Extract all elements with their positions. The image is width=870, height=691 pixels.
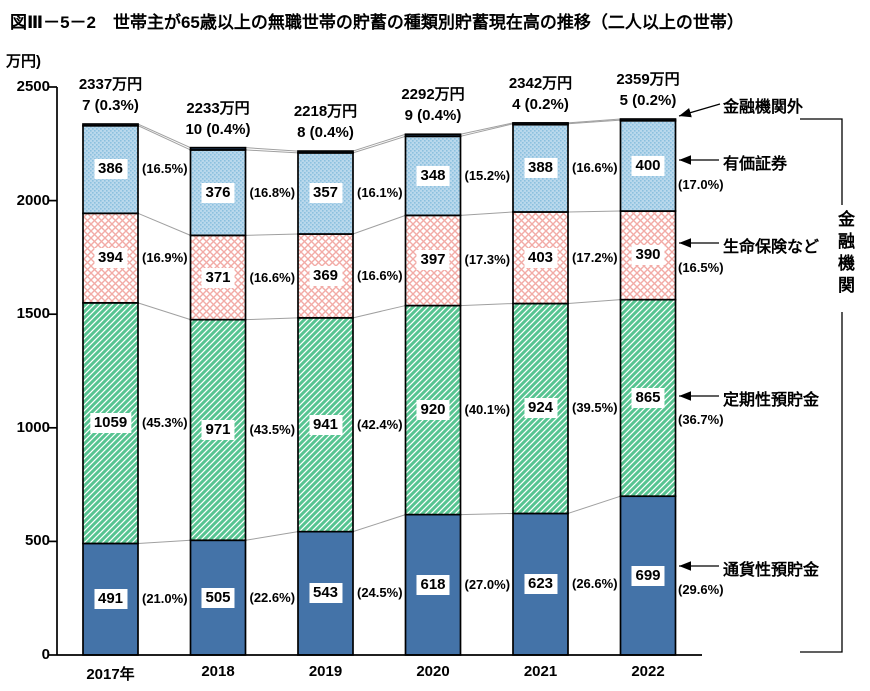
x-axis-label: 2022 <box>631 663 665 680</box>
segment-value-label: 920 <box>416 400 450 421</box>
total-amount-label: 2233万円 <box>186 99 250 117</box>
bar-segment <box>404 133 462 138</box>
bar-total-label: 2292万円 9 (0.4%) <box>368 84 498 126</box>
y-axis-tick-label: 1500 <box>16 305 50 323</box>
segment-percent-label: (17.0%) <box>678 177 724 192</box>
segment-percent-label: (15.2%) <box>464 167 511 183</box>
bar-total-label: 2218万円 8 (0.4%) <box>261 101 391 143</box>
axis <box>49 86 702 656</box>
segment-value-label: 386 <box>93 159 128 180</box>
segment-percent-label: (27.0%) <box>464 576 511 592</box>
bar-segment <box>189 146 247 151</box>
y-axis-tick-label: 1000 <box>16 418 50 436</box>
legend-arrows <box>678 103 721 571</box>
connector-lines <box>137 118 621 544</box>
segment-percent-label: (16.5%) <box>678 260 724 275</box>
segment-percent-label: (16.6%) <box>357 267 403 283</box>
segment-value-label: 390 <box>631 245 665 266</box>
x-axis-label: 2020 <box>416 663 450 680</box>
segment-value-label: 403 <box>523 247 558 268</box>
segment-percent-label: (22.6%) <box>249 589 296 605</box>
bracket-label: 金融機関 <box>835 210 854 298</box>
total-amount-label: 2342万円 <box>508 74 573 92</box>
cap-value-annotation: 10 (0.4%) <box>185 120 251 138</box>
segment-percent-label: (24.5%) <box>357 585 403 601</box>
segment-percent-label: (26.6%) <box>572 576 618 592</box>
segment-percent-label: (16.8%) <box>249 184 296 200</box>
segment-percent-label: (43.5%) <box>249 421 296 437</box>
cap-value-annotation: 5 (0.2%) <box>619 92 677 110</box>
segment-value-label: 623 <box>523 574 558 595</box>
bar-total-label: 2359万円 5 (0.2%) <box>583 69 713 111</box>
cap-value-annotation: 7 (0.3%) <box>82 97 139 115</box>
segment-value-label: 865 <box>631 387 665 408</box>
segment-percent-label: (16.6%) <box>572 159 618 175</box>
segment-value-label: 924 <box>523 398 558 419</box>
segment-percent-label: (39.5%) <box>572 400 618 416</box>
bar-segment <box>297 150 354 154</box>
cap-value-annotation: 4 (0.2%) <box>512 95 569 113</box>
bar-segment <box>619 118 677 122</box>
cap-value-annotation: 9 (0.4%) <box>404 107 462 125</box>
chart-title: 図Ⅲ－5－2 世帯主が65歳以上の無職世帯の貯蓄の種類別貯蓄現在高の推移（二人以… <box>10 13 744 32</box>
legend-label-category: 定期性預貯金 <box>723 392 820 409</box>
y-axis-tick-label: 2500 <box>16 78 50 95</box>
segment-percent-label: (21.0%) <box>142 591 188 607</box>
legend-label-category: 通貨性預貯金 <box>723 562 820 579</box>
legend-label-outside: 金融機関外 <box>723 99 804 116</box>
segment-percent-label: (29.6%) <box>678 582 724 597</box>
segment-percent-label: (45.3%) <box>142 415 188 431</box>
segment-value-label: 397 <box>416 250 450 271</box>
total-amount-label: 2218万円 <box>293 103 358 121</box>
bar-segment <box>82 123 139 127</box>
segment-value-label: 388 <box>523 157 558 178</box>
segment-value-label: 1059 <box>89 413 132 434</box>
segment-percent-label: (16.1%) <box>357 185 403 201</box>
segment-value-label: 348 <box>416 165 450 186</box>
segment-value-label: 699 <box>631 565 665 586</box>
segment-percent-label: (36.7%) <box>678 412 724 427</box>
cap-value-annotation: 8 (0.4%) <box>297 124 354 142</box>
bar-total-label: 2233万円 10 (0.4%) <box>153 98 283 140</box>
segment-percent-label: (17.2%) <box>572 249 618 265</box>
segment-value-label: 618 <box>416 574 450 595</box>
segment-percent-label: (40.1%) <box>464 402 511 418</box>
x-axis-label: 2019 <box>308 663 343 680</box>
total-amount-label: 2292万円 <box>401 86 465 104</box>
segment-value-label: 357 <box>308 183 343 204</box>
segment-value-label: 371 <box>201 267 235 288</box>
x-axis-label: 2018 <box>201 663 235 680</box>
bar-total-label: 2337万円 7 (0.3%) <box>46 74 176 116</box>
segment-value-label: 543 <box>308 583 343 604</box>
total-amount-label: 2337万円 <box>78 76 143 94</box>
segment-value-label: 971 <box>201 419 235 440</box>
y-axis-tick-label: 2000 <box>16 191 50 209</box>
bar-segment <box>189 539 247 656</box>
x-axis-label: 2021 <box>523 663 558 680</box>
segment-value-label: 505 <box>201 587 235 608</box>
segment-value-label: 491 <box>93 589 128 610</box>
x-axis-label: 2017年 <box>86 666 135 683</box>
segment-percent-label: (16.6%) <box>249 269 296 285</box>
legend-label-category: 有価証券 <box>723 156 788 173</box>
financial-institution-bracket <box>800 118 843 653</box>
segment-value-label: 941 <box>308 414 343 435</box>
total-amount-label: 2359万円 <box>616 71 680 89</box>
arrow-icon <box>678 103 721 118</box>
y-axis-tick-label: 0 <box>41 646 50 663</box>
segment-percent-label: (16.9%) <box>142 250 188 266</box>
segment-value-label: 376 <box>201 182 235 203</box>
y-axis-tick-label: 500 <box>24 532 50 550</box>
segment-percent-label: (16.5%) <box>142 161 188 177</box>
segment-value-label: 394 <box>93 248 128 269</box>
segment-percent-label: (42.4%) <box>357 416 403 432</box>
bar-total-label: 2342万円 4 (0.2%) <box>476 73 606 115</box>
y-axis-unit-label: 万円) <box>6 53 41 70</box>
segment-percent-label: (17.3%) <box>464 252 511 268</box>
bar-segment <box>512 122 569 126</box>
segment-value-label: 400 <box>631 155 665 176</box>
segment-value-label: 369 <box>308 265 343 286</box>
legend-label-category: 生命保険など <box>723 239 820 256</box>
